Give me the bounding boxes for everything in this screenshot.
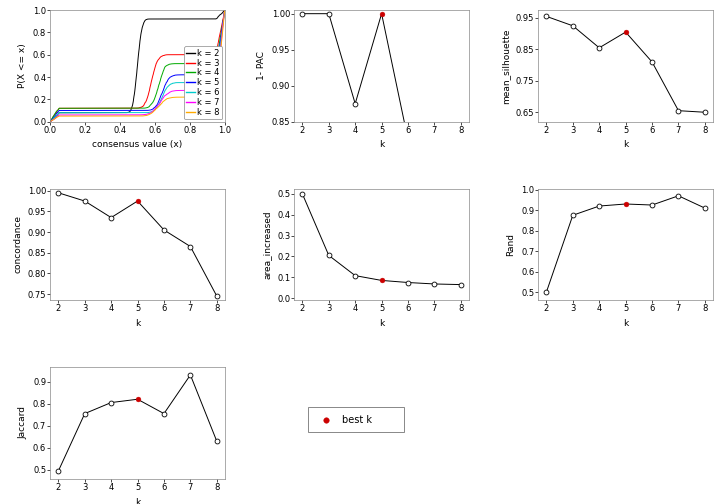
Y-axis label: mean_silhouette: mean_silhouette <box>501 28 510 104</box>
Y-axis label: area_increased: area_increased <box>263 210 271 279</box>
Y-axis label: 1- PAC: 1- PAC <box>257 51 266 80</box>
Y-axis label: concordance: concordance <box>13 215 22 274</box>
Text: best k: best k <box>341 415 372 425</box>
X-axis label: consensus value (x): consensus value (x) <box>92 141 183 149</box>
X-axis label: k: k <box>379 319 384 328</box>
Y-axis label: Jaccard: Jaccard <box>19 407 27 439</box>
X-axis label: k: k <box>623 141 629 149</box>
X-axis label: k: k <box>135 497 140 504</box>
Y-axis label: P(X <= x): P(X <= x) <box>19 43 27 88</box>
X-axis label: k: k <box>379 141 384 149</box>
X-axis label: k: k <box>135 319 140 328</box>
Legend: k = 2, k = 3, k = 4, k = 5, k = 6, k = 7, k = 8: k = 2, k = 3, k = 4, k = 5, k = 6, k = 7… <box>184 46 222 119</box>
X-axis label: k: k <box>623 319 629 328</box>
Y-axis label: Rand: Rand <box>506 233 516 256</box>
